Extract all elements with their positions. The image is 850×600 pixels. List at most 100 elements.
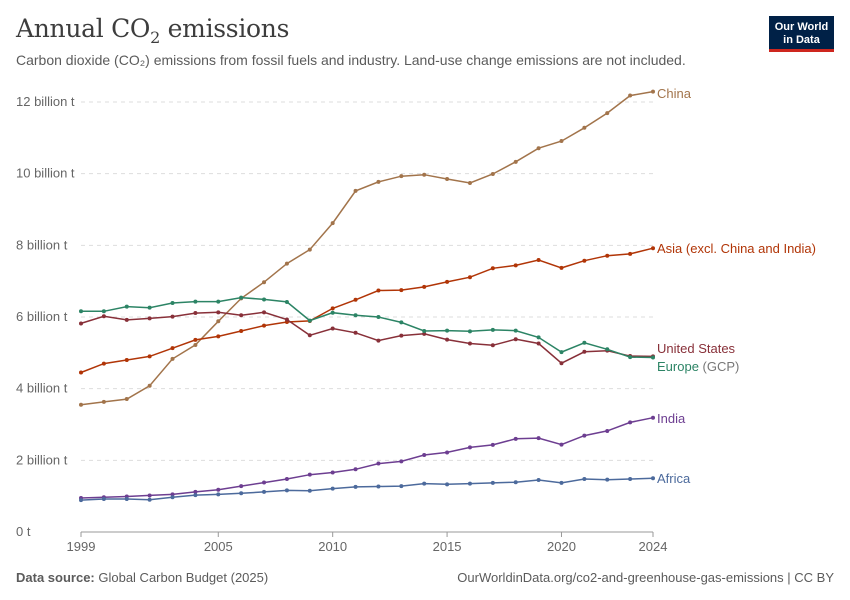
data-point-asia-excl-china-and-india[interactable] [445, 279, 450, 284]
data-point-africa[interactable] [605, 477, 610, 482]
series-line-europe[interactable] [81, 296, 654, 359]
data-point-asia-excl-china-and-india[interactable] [193, 337, 198, 342]
owid-logo[interactable]: Our World in Data [769, 16, 834, 52]
data-point-united-states[interactable] [262, 310, 267, 315]
data-point-united-states[interactable] [467, 341, 472, 346]
data-point-asia-excl-china-and-india[interactable] [513, 263, 518, 268]
data-point-united-states[interactable] [284, 317, 289, 322]
data-point-europe[interactable] [536, 335, 541, 340]
data-point-africa[interactable] [216, 492, 221, 497]
data-point-asia-excl-china-and-india[interactable] [216, 334, 221, 339]
data-point-europe[interactable] [353, 313, 358, 318]
data-point-india[interactable] [559, 442, 564, 447]
data-point-china[interactable] [582, 125, 587, 130]
data-point-china[interactable] [513, 159, 518, 164]
data-point-india[interactable] [399, 459, 404, 464]
data-point-china[interactable] [536, 146, 541, 151]
data-point-china[interactable] [376, 179, 381, 184]
data-point-europe[interactable] [376, 315, 381, 319]
data-point-india[interactable] [445, 450, 450, 455]
data-point-india[interactable] [422, 452, 427, 457]
data-point-china[interactable] [399, 174, 404, 179]
data-point-india[interactable] [147, 493, 152, 498]
data-point-asia-excl-china-and-india[interactable] [124, 358, 129, 362]
data-point-europe[interactable] [79, 309, 83, 314]
data-point-africa[interactable] [307, 488, 312, 493]
data-point-africa[interactable] [628, 476, 633, 481]
data-point-africa[interactable] [651, 476, 655, 481]
data-point-europe[interactable] [262, 297, 267, 302]
series-line-asia-excl-china-and-india[interactable] [80, 247, 654, 374]
data-point-africa[interactable] [490, 480, 495, 485]
data-point-china[interactable] [330, 221, 335, 226]
data-point-africa[interactable] [147, 497, 152, 502]
data-point-india[interactable] [536, 436, 541, 441]
data-point-asia-excl-china-and-india[interactable] [147, 354, 152, 359]
data-point-europe[interactable] [216, 299, 221, 304]
data-point-europe[interactable] [628, 355, 633, 360]
data-point-europe[interactable] [170, 301, 175, 306]
data-point-united-states[interactable] [216, 310, 221, 315]
data-point-europe[interactable] [124, 304, 129, 309]
data-point-china[interactable] [422, 172, 427, 177]
data-point-china[interactable] [559, 139, 564, 144]
data-point-africa[interactable] [559, 480, 564, 485]
data-point-africa[interactable] [101, 497, 106, 502]
data-point-africa[interactable] [422, 481, 427, 486]
data-point-asia-excl-china-and-india[interactable] [170, 346, 175, 351]
source-url[interactable]: OurWorldinData.org/co2-and-greenhouse-ga… [457, 570, 834, 585]
data-point-africa[interactable] [193, 493, 198, 498]
data-point-africa[interactable] [170, 495, 175, 500]
data-point-china[interactable] [262, 280, 267, 285]
data-point-africa[interactable] [376, 484, 381, 489]
data-point-asia-excl-china-and-india[interactable] [399, 288, 404, 293]
data-point-asia-excl-china-and-india[interactable] [651, 246, 655, 251]
data-point-india[interactable] [628, 420, 633, 425]
data-point-africa[interactable] [330, 486, 335, 491]
data-point-africa[interactable] [467, 481, 472, 486]
data-point-united-states[interactable] [239, 313, 244, 318]
data-point-asia-excl-china-and-india[interactable] [605, 253, 610, 258]
data-point-africa[interactable] [284, 488, 289, 493]
data-point-africa[interactable] [262, 489, 267, 494]
data-point-africa[interactable] [353, 484, 358, 489]
data-point-united-states[interactable] [422, 331, 427, 336]
data-point-india[interactable] [353, 467, 358, 472]
data-point-europe[interactable] [467, 329, 472, 334]
data-point-china[interactable] [467, 180, 472, 185]
data-point-europe[interactable] [490, 327, 495, 332]
data-point-asia-excl-china-and-india[interactable] [628, 251, 633, 256]
data-point-asia-excl-china-and-india[interactable] [353, 297, 358, 302]
data-point-united-states[interactable] [147, 316, 152, 321]
data-point-united-states[interactable] [170, 314, 175, 319]
data-point-india[interactable] [582, 433, 587, 438]
data-point-india[interactable] [170, 492, 175, 497]
data-point-china[interactable] [651, 89, 655, 94]
data-point-india[interactable] [330, 470, 335, 475]
data-point-asia-excl-china-and-india[interactable] [582, 258, 587, 263]
data-point-europe[interactable] [651, 355, 655, 360]
data-point-united-states[interactable] [582, 349, 587, 354]
data-point-united-states[interactable] [536, 341, 541, 346]
data-point-africa[interactable] [239, 491, 244, 496]
data-point-united-states[interactable] [193, 311, 198, 316]
data-point-europe[interactable] [513, 328, 518, 333]
data-point-china[interactable] [490, 172, 495, 177]
data-point-europe[interactable] [582, 340, 587, 345]
data-point-europe[interactable] [147, 305, 152, 310]
data-point-china[interactable] [124, 397, 129, 402]
data-point-europe[interactable] [559, 350, 564, 355]
data-point-asia-excl-china-and-india[interactable] [422, 284, 427, 289]
data-point-asia-excl-china-and-india[interactable] [239, 328, 244, 333]
data-point-europe[interactable] [284, 299, 289, 304]
data-point-asia-excl-china-and-india[interactable] [490, 266, 495, 271]
data-point-africa[interactable] [124, 497, 129, 502]
data-point-india[interactable] [216, 487, 221, 492]
data-point-china[interactable] [284, 261, 289, 266]
data-point-asia-excl-china-and-india[interactable] [376, 288, 381, 293]
data-point-india[interactable] [262, 480, 267, 485]
data-point-china[interactable] [628, 93, 633, 98]
data-point-united-states[interactable] [79, 321, 83, 326]
data-point-india[interactable] [284, 476, 289, 481]
series-label-united-states[interactable]: United States [657, 341, 736, 356]
